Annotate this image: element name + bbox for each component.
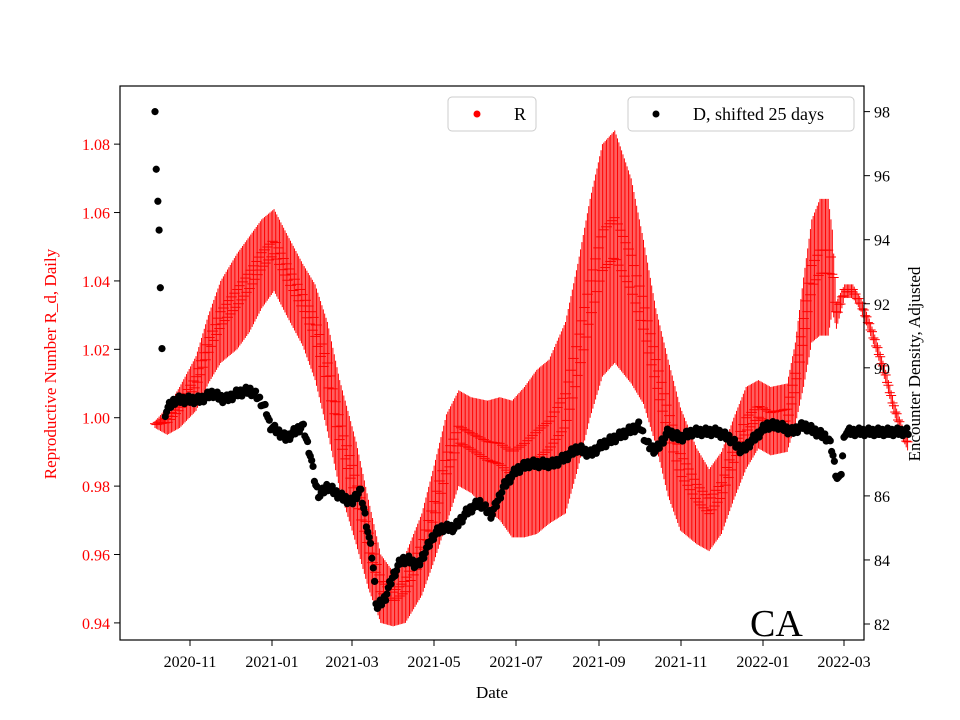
- legend-d-label: D, shifted 25 days: [693, 104, 824, 124]
- x-tick-label: 2021-05: [407, 654, 460, 671]
- d-point: [368, 554, 376, 562]
- d-point: [357, 485, 365, 493]
- x-tick-label: 2020-11: [164, 654, 217, 671]
- legend-r-box: [447, 96, 537, 132]
- d-point: [313, 483, 321, 491]
- plot-area: [120, 86, 864, 640]
- left-y-tick-label: 1.02: [82, 342, 110, 359]
- d-point: [299, 420, 308, 428]
- d-point: [366, 539, 375, 547]
- legend-d-box: [627, 96, 855, 132]
- right-y-tick-label: 86: [874, 489, 890, 506]
- d-point: [309, 462, 317, 471]
- x-tick-label: 2021-09: [572, 654, 625, 671]
- left-y-tick-label: 1.06: [82, 206, 110, 223]
- left-y-tick-label: 0.98: [82, 479, 110, 496]
- legend-d-marker: [652, 110, 660, 118]
- x-axis-label: Date: [476, 683, 508, 702]
- right-y-tick-label: 98: [874, 105, 890, 122]
- tick-layer: 2020-11 2021-01 2021-03 2021-05 2021-07 2021-…: [82, 105, 890, 671]
- d-point: [364, 528, 372, 536]
- d-point: [303, 437, 312, 446]
- right-y-tick-label: 92: [874, 297, 890, 314]
- d-point: [371, 577, 379, 585]
- d-point: [725, 431, 733, 439]
- d-point: [308, 456, 316, 465]
- legend-r-marker: [473, 110, 481, 118]
- d-point: [369, 564, 377, 572]
- d-point: [826, 437, 834, 445]
- d-point: [488, 511, 496, 519]
- d-point: [261, 400, 269, 409]
- d-point: [837, 470, 845, 479]
- x-tick-label: 2021-01: [245, 654, 298, 671]
- d-point: [903, 424, 911, 432]
- d-point: [639, 427, 647, 435]
- right-y-tick-label: 88: [874, 425, 890, 442]
- d-point: [256, 393, 264, 401]
- d-point: [904, 430, 912, 439]
- right-y-tick-label: 96: [874, 169, 890, 186]
- d-point: [492, 502, 500, 511]
- d-point: [476, 496, 484, 505]
- x-tick-label: 2021-11: [655, 654, 708, 671]
- left-y-tick-label: 1.04: [82, 274, 110, 291]
- right-y-tick-label: 90: [874, 361, 890, 378]
- d-point: [251, 387, 260, 395]
- left-y-tick-label: 0.94: [82, 616, 110, 633]
- d-series: [151, 108, 912, 613]
- left-y-tick-label: 1.00: [82, 411, 110, 428]
- d-point: [152, 165, 160, 173]
- legend-d: D, shifted 25 days: [627, 96, 855, 132]
- right-y-tick-label: 82: [874, 617, 890, 634]
- d-point: [155, 226, 163, 234]
- d-point: [365, 533, 373, 541]
- d-point: [381, 596, 390, 604]
- d-point: [265, 416, 273, 424]
- x-tick-label: 2022-01: [736, 654, 789, 671]
- d-point: [496, 494, 505, 502]
- d-point: [635, 418, 643, 426]
- right-y-axis-label: Encounter Density, Adjusted: [905, 266, 924, 461]
- d-point: [481, 501, 490, 509]
- left-y-tick-label: 0.96: [82, 548, 110, 565]
- legend-r: R: [447, 96, 537, 132]
- region-label: CA: [750, 603, 803, 645]
- left-y-tick-label: 1.08: [82, 137, 110, 154]
- d-point: [829, 451, 837, 459]
- axes-frame: [119, 85, 865, 641]
- d-point: [361, 509, 369, 517]
- d-point: [156, 284, 164, 292]
- d-point: [838, 452, 847, 460]
- d-point: [498, 488, 506, 496]
- legend-r-label: R: [514, 104, 526, 124]
- right-y-tick-label: 94: [874, 233, 890, 250]
- d-point: [154, 197, 162, 205]
- d-point: [151, 108, 159, 116]
- right-y-tick-label: 84: [874, 553, 890, 570]
- x-tick-label: 2021-07: [489, 654, 542, 671]
- d-point: [158, 344, 166, 353]
- x-tick-label: 2021-03: [325, 654, 378, 671]
- d-point: [830, 457, 838, 465]
- d-point: [730, 435, 739, 443]
- left-y-axis-label: Reproductive Number R_d, Daily: [41, 248, 60, 479]
- d-point: [383, 590, 391, 598]
- x-tick-label: 2022-03: [817, 654, 870, 671]
- d-point: [387, 580, 395, 588]
